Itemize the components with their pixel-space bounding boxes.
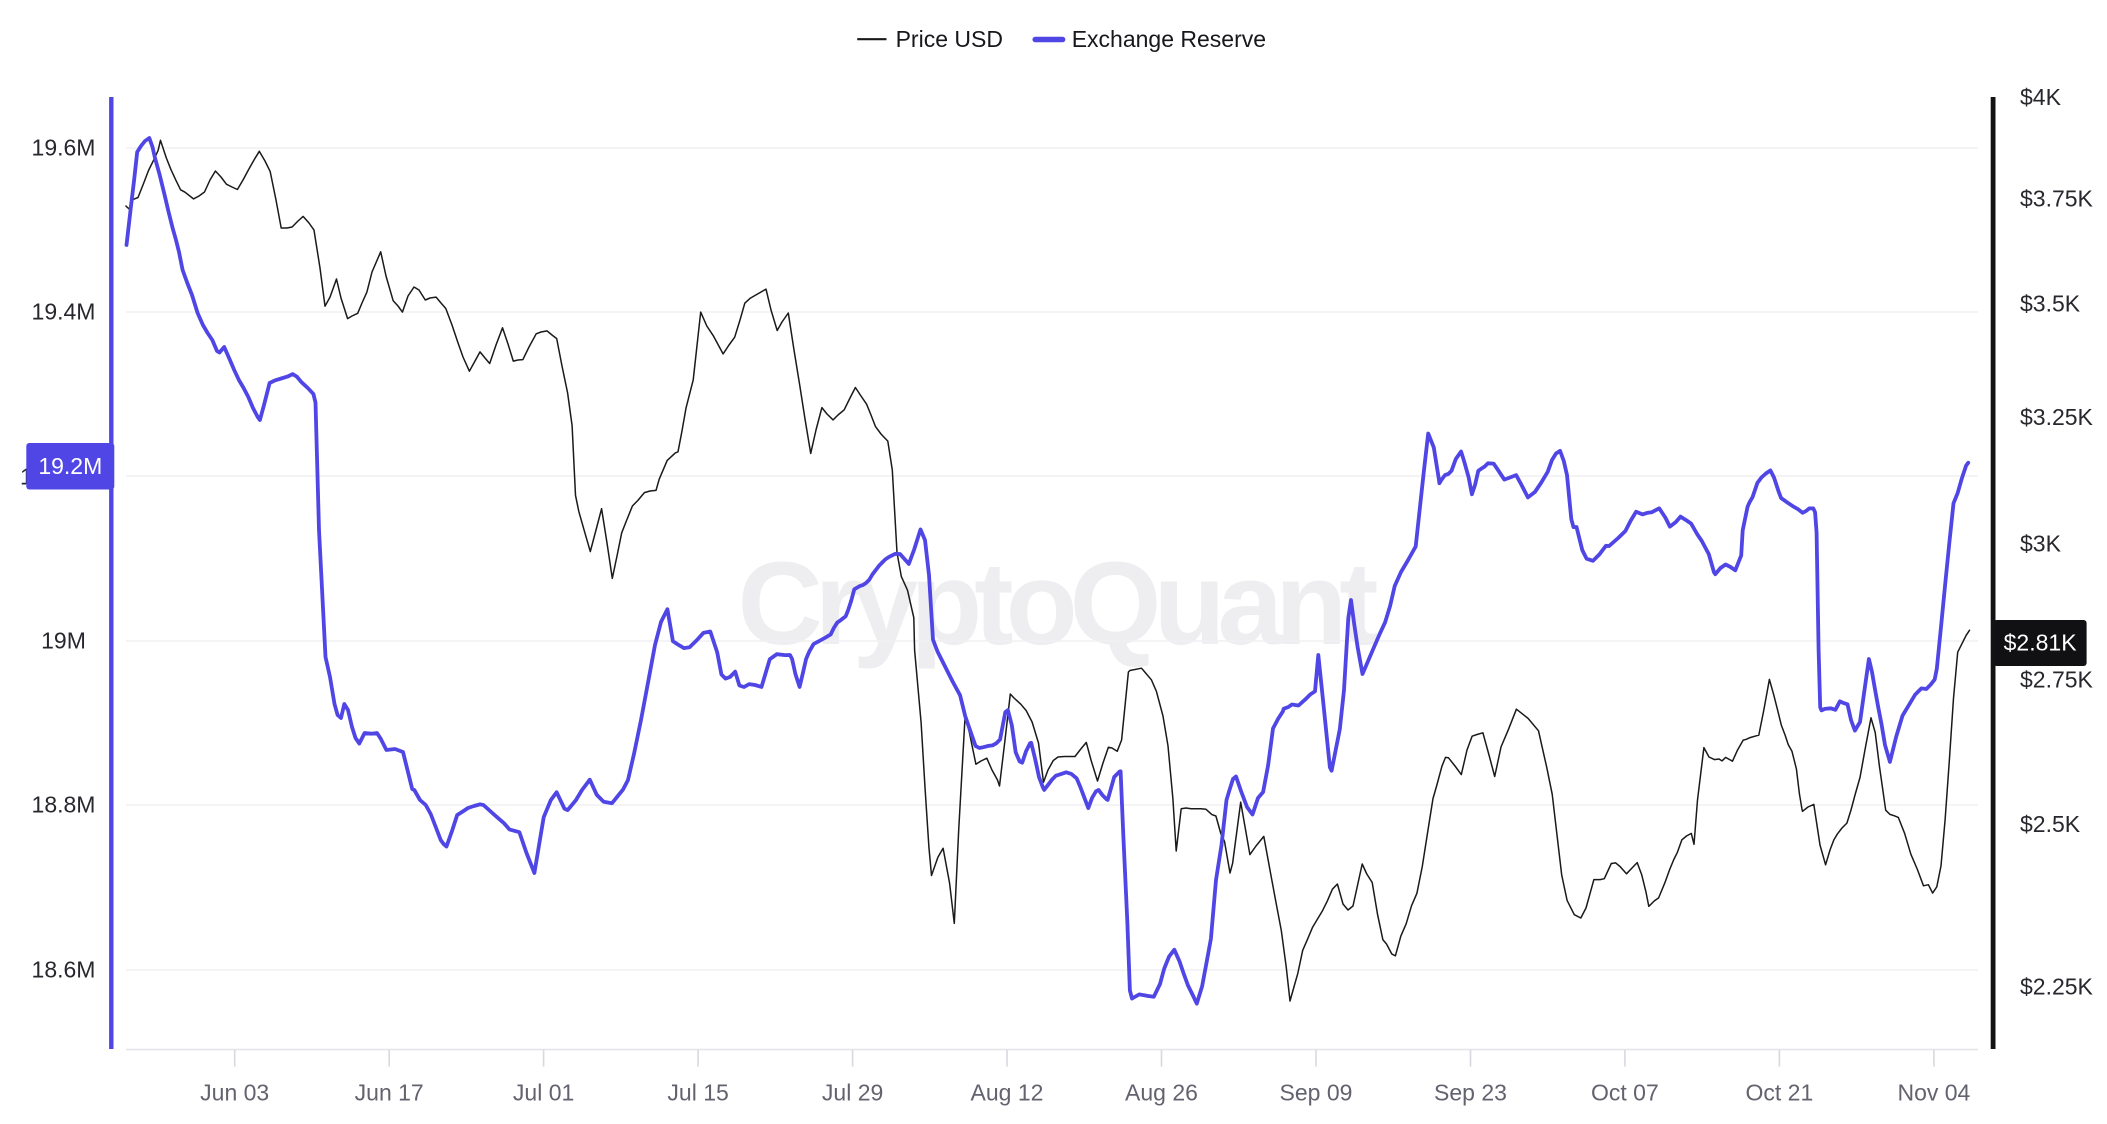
svg-text:Aug 26: Aug 26 — [1125, 1080, 1198, 1106]
svg-text:19M: 19M — [41, 628, 86, 654]
svg-text:$2.81K: $2.81K — [2004, 630, 2078, 656]
svg-text:Jun 03: Jun 03 — [200, 1080, 269, 1106]
svg-text:18.6M: 18.6M — [32, 957, 96, 983]
svg-text:$3K: $3K — [2020, 531, 2062, 557]
svg-text:Jul 29: Jul 29 — [822, 1080, 883, 1106]
svg-text:$3.25K: $3.25K — [2020, 404, 2094, 430]
svg-text:Nov 04: Nov 04 — [1897, 1080, 1970, 1106]
svg-text:Sep 23: Sep 23 — [1434, 1080, 1507, 1106]
svg-text:18.8M: 18.8M — [32, 792, 96, 818]
svg-text:$3.75K: $3.75K — [2020, 186, 2094, 212]
svg-text:19.6M: 19.6M — [32, 135, 96, 161]
svg-text:CryptoQuant: CryptoQuant — [737, 538, 1377, 670]
svg-text:Exchange Reserve: Exchange Reserve — [1072, 26, 1266, 52]
svg-text:19.2M: 19.2M — [38, 453, 102, 479]
svg-text:$2.25K: $2.25K — [2020, 974, 2094, 1000]
svg-text:$3.5K: $3.5K — [2020, 291, 2081, 317]
svg-text:Jun 17: Jun 17 — [355, 1080, 424, 1106]
svg-text:Oct 07: Oct 07 — [1591, 1080, 1659, 1106]
svg-text:Jul 01: Jul 01 — [513, 1080, 574, 1106]
svg-text:Jul 15: Jul 15 — [667, 1080, 728, 1106]
svg-text:Sep 09: Sep 09 — [1280, 1080, 1353, 1106]
svg-text:19.4M: 19.4M — [32, 299, 96, 325]
svg-text:Aug 12: Aug 12 — [971, 1080, 1044, 1106]
svg-text:$4K: $4K — [2020, 84, 2062, 110]
svg-text:Price USD: Price USD — [896, 26, 1003, 52]
svg-text:$2.5K: $2.5K — [2020, 811, 2081, 837]
svg-text:Oct 21: Oct 21 — [1746, 1080, 1814, 1106]
svg-text:$2.75K: $2.75K — [2020, 667, 2094, 693]
